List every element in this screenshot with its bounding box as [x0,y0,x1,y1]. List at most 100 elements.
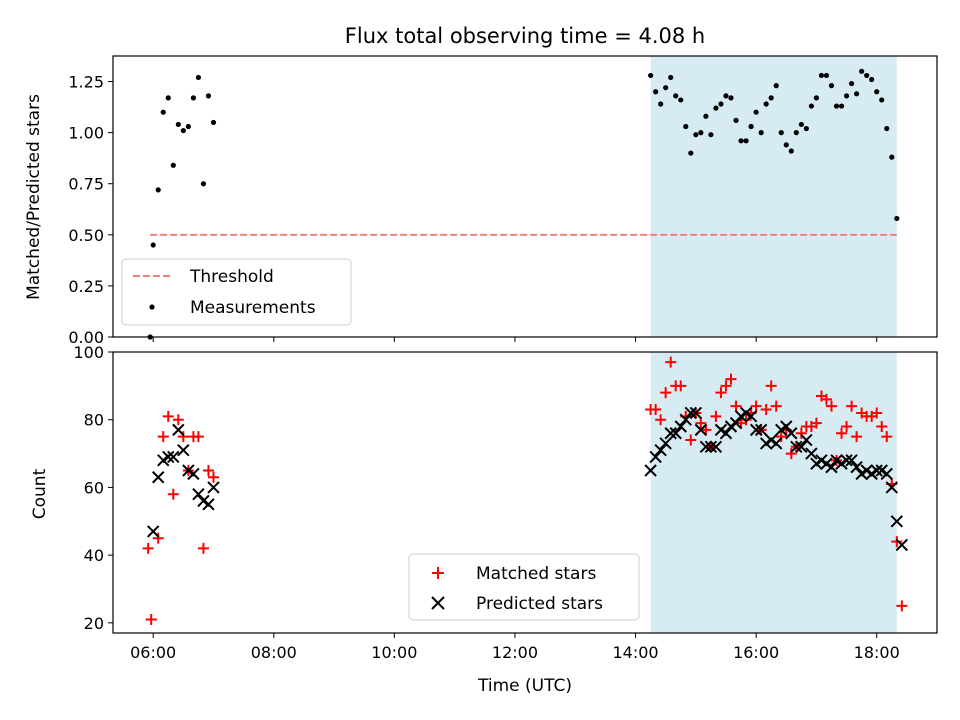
matched-stars-point [145,613,157,625]
measurements-point [648,72,654,79]
y-tick-label: 0.25 [68,277,104,296]
matched-stars-point [881,431,893,443]
matched-stars-point [655,414,667,426]
matched-stars-point [162,410,174,422]
predicted-stars-point [654,443,667,457]
measurements-point [150,242,156,248]
x-tick-label: 16:00 [733,643,779,662]
measurements-point [673,93,679,99]
measurements-point [894,215,900,222]
matched-stars-point [142,542,154,554]
predicted-stars-point [870,464,883,477]
matched-stars-point [665,356,677,368]
measurements-point [818,72,825,79]
matched-stars-point [740,414,752,426]
predicted-stars-point [754,423,768,437]
matched-stars-point [896,600,908,612]
predicted-stars-point [845,454,858,467]
measurements-point [180,127,186,134]
predicted-stars-point [825,460,838,474]
bottom-legend: Matched stars Predicted stars [408,553,640,621]
measurements-point [733,117,739,123]
bottom-legend-box [408,553,640,621]
predicted-stars-point [719,427,733,440]
predicted-stars-point [749,423,763,437]
measurements-point [205,93,212,99]
measurements-point [693,132,699,138]
predicted-stars-point [162,450,175,464]
predicted-stars-point [770,437,783,450]
x-tick-label: 08:00 [251,643,297,662]
matched-stars-point [675,380,687,392]
matched-stars-point [152,532,164,544]
top-legend: Threshold Measurements [121,258,352,326]
legend-predicted-swatch [431,596,445,610]
matched-stars-point [725,373,737,385]
predicted-stars-point [885,481,898,494]
matched-stars-point [202,464,214,476]
measurements-point [703,113,709,119]
predicted-stars-point [689,406,703,420]
matched-stars-point [825,400,837,412]
predicted-stars-point [202,498,215,511]
measurements-point [728,95,734,101]
matched-stars-point [710,410,722,422]
y-tick-label: 60 [84,478,104,497]
matched-stars-point [820,393,832,405]
predicted-stars-point [800,433,813,447]
predicted-stars-point [805,447,818,460]
measurements-point [869,76,875,83]
measurements-point [823,72,830,79]
measurements-point [185,123,191,130]
measurements-point [788,148,794,154]
matched-stars-point [871,407,883,419]
predicted-stars-point [840,454,853,467]
predicted-stars-point [704,440,718,454]
matched-stars-point [851,431,863,443]
predicted-stars-point [177,443,190,457]
matched-stars-point [695,417,707,429]
matched-stars-point [157,431,169,443]
measurements-point [843,93,850,99]
bottom-y-ticks: 20 40 60 80 100 [73,343,113,633]
matched-stars-point [775,431,787,443]
y-tick-label: 1.25 [68,73,104,92]
predicted-stars-point [795,440,808,454]
measurements-point [698,130,704,136]
measurements-point [658,101,664,107]
predicted-stars-point [649,450,662,464]
chart-title: Flux total observing time = 4.08 h [345,24,705,48]
measurements-point [155,187,161,193]
y-tick-label: 40 [84,546,104,565]
measurements-point [678,97,684,103]
measurements-point [874,89,880,95]
predicted-stars-point [167,450,180,464]
measurements-point [848,80,855,87]
measurements-point [175,121,181,128]
measurements-point [753,109,759,115]
measurements-point [879,97,885,103]
x-tick-label: 18:00 [854,643,900,662]
predicted-stars-point [744,410,758,423]
top-panel: Flux total observing time = 4.08 h 0.000… [24,24,938,347]
predicted-stars-point [664,427,677,440]
measurements-point [773,83,779,89]
top-observing-span [650,56,897,337]
matched-stars-point [810,417,822,429]
matched-stars-point [765,380,777,392]
measurements-point [864,72,870,79]
measurements-point [170,162,176,168]
predicted-stars-point [890,515,904,528]
measurements-point [833,103,840,109]
x-tick-label: 12:00 [492,643,538,662]
predicted-stars-point [850,460,863,474]
predicted-stars-point [790,440,803,454]
measurements-point [859,68,865,74]
y-tick-label: 0.75 [68,175,104,194]
matched-stars-point [891,536,903,548]
x-tick-label: 06:00 [130,643,176,662]
predicted-stars-point [187,467,200,481]
measurements-point [793,130,799,136]
x-axis-label: Time (UTC) [477,676,572,696]
matched-stars-point [197,542,209,554]
